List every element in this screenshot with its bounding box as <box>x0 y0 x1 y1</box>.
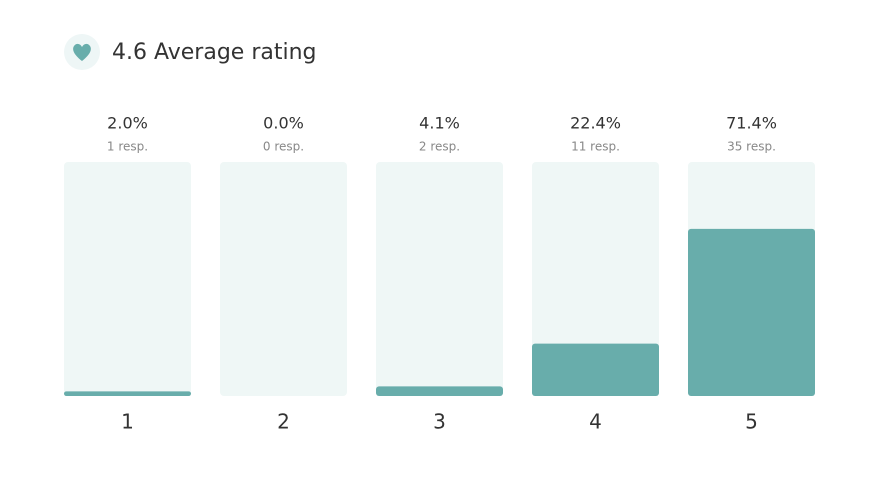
bar <box>688 228 815 396</box>
x-tick-label: 2 <box>277 410 290 434</box>
bar <box>64 391 191 396</box>
x-tick-label: 1 <box>121 410 134 434</box>
response-count: 1 resp. <box>107 140 148 154</box>
bar-track <box>64 162 191 396</box>
value-label: 2.0% <box>107 114 148 133</box>
response-count: 0 resp. <box>263 140 304 154</box>
bar-track <box>376 162 503 396</box>
x-tick-label: 5 <box>745 410 758 434</box>
value-label: 71.4% <box>726 114 777 133</box>
heart-icon <box>73 43 91 61</box>
bar-track <box>532 162 659 396</box>
bar-track <box>220 162 347 396</box>
bar <box>532 343 659 396</box>
value-label: 0.0% <box>263 114 304 133</box>
response-count: 11 resp. <box>571 140 620 154</box>
x-tick-label: 3 <box>433 410 446 434</box>
value-label: 22.4% <box>570 114 621 133</box>
bar <box>376 386 503 396</box>
value-label: 4.1% <box>419 114 460 133</box>
chart-title: 4.6 Average rating <box>112 40 317 65</box>
response-count: 35 resp. <box>727 140 776 154</box>
x-tick-label: 4 <box>589 410 602 434</box>
response-count: 2 resp. <box>419 140 460 154</box>
